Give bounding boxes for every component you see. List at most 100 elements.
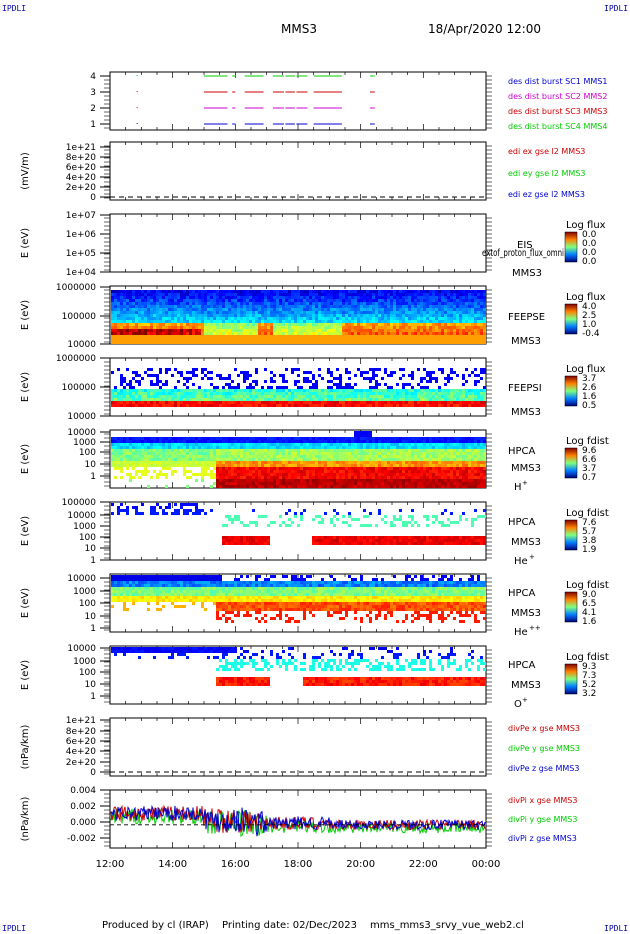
- pixel: [210, 314, 213, 317]
- pixel: [141, 341, 144, 344]
- pixel: [363, 437, 366, 440]
- pixel: [273, 299, 276, 302]
- legend-entry: des dist burst SC1 MMS1: [508, 77, 607, 86]
- pixel: [372, 398, 375, 401]
- pixel: [114, 455, 117, 458]
- pixel: [216, 455, 219, 458]
- pixel: [198, 395, 201, 398]
- pixel: [405, 401, 408, 404]
- pixel: [117, 341, 120, 344]
- y-axis-label: E (eV): [20, 300, 31, 330]
- pixel: [315, 458, 318, 461]
- pixel: [186, 317, 189, 320]
- pixel: [474, 314, 477, 317]
- pixel: [141, 392, 144, 395]
- pixel: [237, 323, 240, 326]
- pixel: [354, 446, 357, 449]
- pixel: [345, 335, 348, 338]
- pixel: [255, 401, 258, 404]
- pixel: [336, 437, 339, 440]
- y-tick-label: 1: [90, 624, 96, 634]
- pixel: [381, 293, 384, 296]
- pixel: [408, 329, 411, 332]
- pixel: [468, 332, 471, 335]
- pixel: [345, 467, 348, 470]
- pixel: [189, 308, 192, 311]
- pixel: [213, 461, 216, 464]
- pixel: [231, 335, 234, 338]
- pixel: [123, 299, 126, 302]
- pixel: [318, 458, 321, 461]
- pixel: [243, 473, 246, 476]
- pixel: [141, 329, 144, 332]
- pixel: [336, 296, 339, 299]
- pixel: [120, 449, 123, 452]
- pixel: [363, 332, 366, 335]
- pixel: [444, 395, 447, 398]
- pixel: [405, 449, 408, 452]
- pixel: [192, 461, 195, 464]
- pixel: [324, 299, 327, 302]
- pixel: [186, 395, 189, 398]
- pixel: [429, 398, 432, 401]
- pixel: [267, 326, 270, 329]
- pixel: [402, 341, 405, 344]
- pixel: [306, 317, 309, 320]
- pixel: [318, 320, 321, 323]
- pixel: [348, 302, 351, 305]
- pixel: [309, 314, 312, 317]
- pixel: [285, 461, 288, 464]
- pixel: [390, 473, 393, 476]
- pixel: [444, 398, 447, 401]
- pixel: [273, 464, 276, 467]
- pixel: [411, 317, 414, 320]
- pixel: [363, 452, 366, 455]
- pixel: [180, 455, 183, 458]
- pixel: [330, 299, 333, 302]
- pixel: [219, 455, 222, 458]
- pixel: [381, 302, 384, 305]
- pixel: [219, 395, 222, 398]
- pixel: [288, 443, 291, 446]
- pixel: [219, 374, 222, 377]
- pixel: [315, 323, 318, 326]
- pixel: [216, 293, 219, 296]
- pixel: [318, 317, 321, 320]
- pixel: [402, 464, 405, 467]
- pixel: [225, 308, 228, 311]
- pixel: [222, 401, 225, 404]
- pixel: [426, 374, 429, 377]
- pixel: [390, 437, 393, 440]
- pixel: [336, 473, 339, 476]
- pixel: [114, 341, 117, 344]
- pixel: [339, 299, 342, 302]
- pixel: [234, 452, 237, 455]
- pixel: [213, 440, 216, 443]
- pixel: [381, 341, 384, 344]
- pixel: [384, 449, 387, 452]
- pixel: [144, 392, 147, 395]
- pixel: [360, 476, 363, 479]
- pixel: [456, 317, 459, 320]
- pixel: [198, 335, 201, 338]
- pixel: [294, 320, 297, 323]
- pixel: [393, 293, 396, 296]
- pixel: [333, 440, 336, 443]
- pixel: [129, 386, 132, 389]
- pixel: [390, 308, 393, 311]
- pixel: [285, 455, 288, 458]
- pixel: [210, 299, 213, 302]
- pixel: [309, 473, 312, 476]
- pixel: [309, 323, 312, 326]
- pixel: [303, 437, 306, 440]
- pixel: [249, 401, 252, 404]
- pixel: [318, 470, 321, 473]
- pixel: [270, 401, 273, 404]
- pixel: [120, 320, 123, 323]
- pixel: [357, 467, 360, 470]
- pixel: [360, 434, 363, 437]
- y-tick-label: 1e+04: [66, 268, 97, 278]
- pixel: [234, 368, 237, 371]
- pixel: [165, 332, 168, 335]
- pixel: [390, 479, 393, 482]
